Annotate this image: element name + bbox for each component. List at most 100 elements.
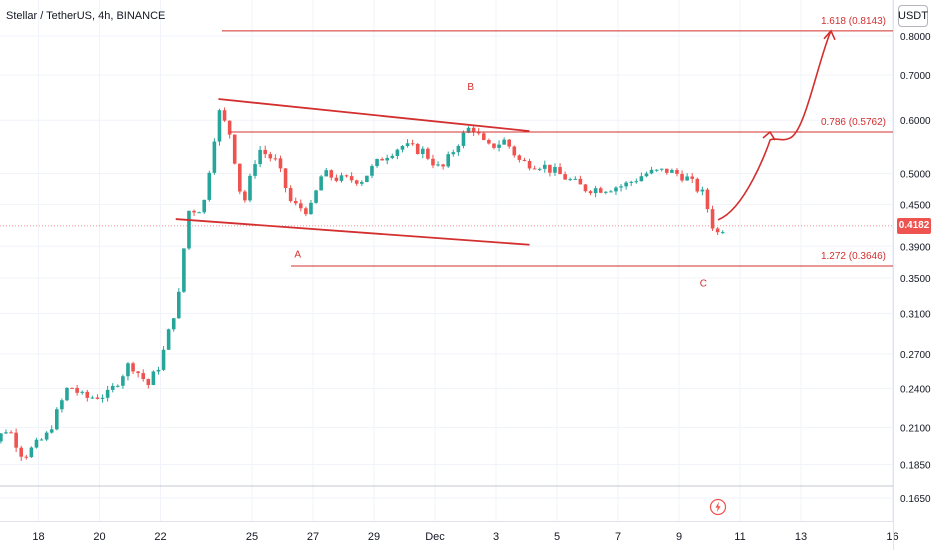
- candle-body: [405, 143, 410, 146]
- candle-body: [151, 371, 156, 386]
- candle-body: [532, 168, 537, 170]
- x-axis-tick-label: 7: [615, 531, 621, 543]
- candle-body: [609, 191, 613, 193]
- candle-body: [24, 456, 29, 458]
- candle-body: [354, 180, 359, 184]
- x-axis-tick-label: 18: [32, 531, 44, 543]
- candle-body: [543, 164, 547, 169]
- candle-body: [395, 149, 400, 156]
- candle-body: [670, 169, 674, 173]
- candle-body: [492, 143, 496, 148]
- y-axis-tick-label: 0.7000: [900, 71, 931, 82]
- candle-body: [654, 169, 659, 171]
- symbol-title: Stellar / TetherUS, 4h, BINANCE: [6, 10, 166, 22]
- candle-body: [400, 145, 405, 150]
- candle-body: [334, 177, 339, 181]
- x-axis-tick-label: 11: [734, 531, 745, 543]
- candle-body: [207, 172, 212, 200]
- candle-body: [238, 163, 242, 192]
- candle-body: [634, 181, 639, 183]
- candle-body: [131, 363, 135, 372]
- candle-body: [436, 164, 440, 166]
- candle-body: [19, 447, 24, 457]
- candle-body: [14, 432, 18, 448]
- candle-body: [497, 144, 501, 148]
- x-axis-tick-label: 9: [676, 531, 682, 543]
- candle-body: [258, 149, 262, 165]
- candle-body: [29, 447, 34, 458]
- candle-body: [583, 184, 588, 192]
- candle-body: [90, 397, 95, 399]
- candle-body: [466, 127, 471, 133]
- candle-body: [619, 186, 623, 188]
- projection-arrow-path: [717, 30, 832, 221]
- candle-body: [446, 154, 451, 167]
- candle-body: [502, 139, 506, 145]
- candle-body: [598, 188, 603, 193]
- candle-body: [720, 232, 725, 234]
- candle-body: [197, 212, 201, 214]
- candle-body: [705, 189, 710, 210]
- candle-body: [100, 397, 105, 399]
- candle-body: [39, 439, 44, 441]
- x-axis-tick-label: 25: [246, 531, 258, 543]
- candle-body: [715, 228, 720, 233]
- candle-body: [80, 391, 85, 393]
- candle-body: [110, 385, 115, 390]
- candle-body: [360, 182, 364, 184]
- candle-body: [365, 175, 369, 183]
- candle-body: [441, 164, 445, 167]
- candle-body: [522, 159, 527, 161]
- candle-body: [202, 199, 207, 213]
- candle-body: [95, 397, 100, 399]
- candle-body: [339, 175, 344, 181]
- candle-body: [253, 164, 257, 176]
- candle-body: [187, 210, 191, 249]
- candle-body: [44, 432, 49, 440]
- candle-body: [304, 208, 308, 215]
- y-axis-tick-label: 0.1650: [900, 494, 931, 505]
- candle-body: [278, 158, 283, 169]
- candle-body: [593, 188, 598, 194]
- candle-body: [329, 170, 334, 178]
- candle-body: [456, 145, 461, 153]
- candle-body: [685, 176, 689, 181]
- candle-body: [588, 191, 593, 194]
- candle-body: [4, 432, 8, 434]
- y-axis-tick-label: 0.2100: [900, 423, 931, 434]
- candle-body: [461, 132, 466, 146]
- fib-level-label: 1.618 (0.8143): [821, 16, 886, 27]
- y-axis-tick-label: 0.1850: [900, 461, 931, 472]
- candle-body: [0, 433, 3, 442]
- y-axis-tick-label: 0.5000: [900, 170, 931, 181]
- x-axis-tick-label: 3: [493, 531, 499, 543]
- candle-body: [471, 127, 476, 132]
- candle-body: [512, 146, 517, 156]
- projection-arrowhead-mid: [762, 130, 776, 141]
- currency-unit-button[interactable]: USDT: [898, 5, 928, 27]
- x-axis-tick-label: 29: [368, 531, 380, 543]
- candle-body: [507, 139, 512, 147]
- y-axis-tick-label: 0.3500: [900, 274, 931, 285]
- channel-lower-line: [175, 218, 530, 246]
- candle-body: [710, 209, 715, 229]
- lightning-icon[interactable]: [709, 498, 727, 516]
- y-axis-tick-label: 0.6000: [900, 116, 931, 127]
- wave-label-b: B: [467, 82, 474, 93]
- candle-body: [375, 158, 379, 167]
- candle-body: [116, 385, 120, 387]
- candle-body: [563, 174, 567, 180]
- candle-body: [517, 155, 522, 160]
- candle-body: [182, 248, 186, 292]
- candle-body: [659, 168, 664, 170]
- fib-level-label: 1.272 (0.3646): [821, 251, 886, 262]
- candle-body: [700, 189, 705, 192]
- y-axis-tick-label: 0.2700: [900, 350, 931, 361]
- fib-level-label: 0.786 (0.5762): [821, 117, 886, 128]
- candle-body: [232, 134, 237, 164]
- candle-body: [695, 178, 700, 192]
- candle-body: [146, 379, 151, 386]
- candle-body: [283, 168, 288, 189]
